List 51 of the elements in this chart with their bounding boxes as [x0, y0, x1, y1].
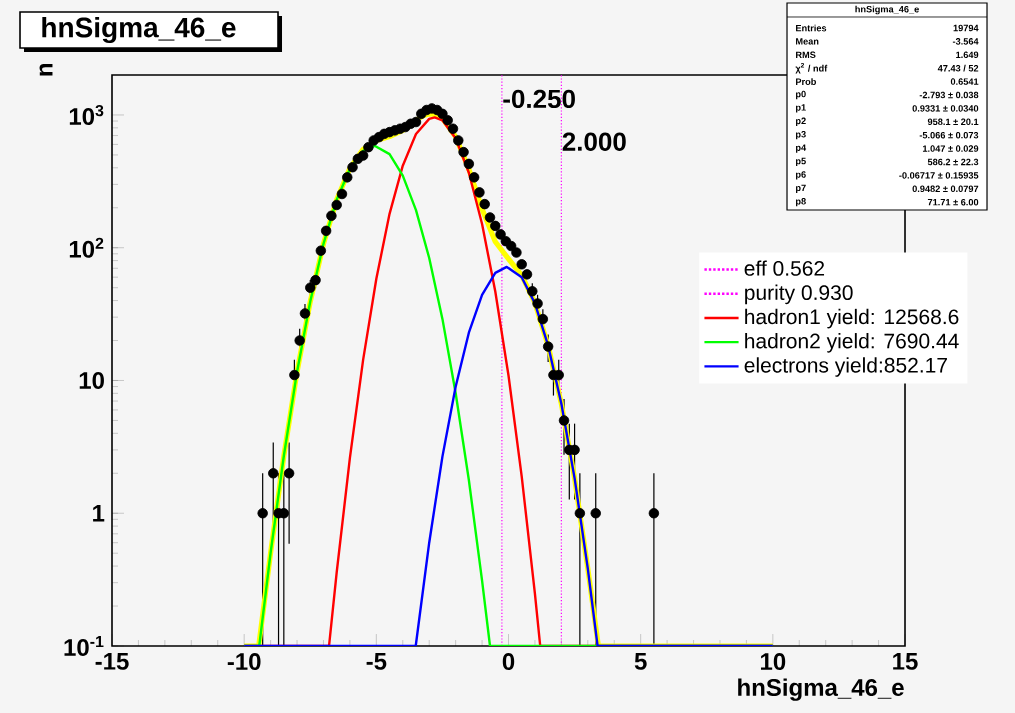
x-tick-label: 5	[634, 653, 647, 670]
chart-title: hnSigma_46_e	[42, 16, 236, 44]
x-tick-label: 10	[761, 653, 786, 671]
annotation: p2	[796, 117, 806, 126]
y-tick-label: 10$^{-1}$	[64, 636, 104, 656]
y-tick-label: 10	[79, 372, 104, 389]
legend-label: hadron1 yield: 12568.6	[745, 308, 959, 329]
x-tick-label: 0	[502, 653, 515, 671]
text: χ$^{2}$ / ndf	[795, 62, 828, 74]
text: Mean	[796, 38, 819, 45]
annotation: p3	[796, 131, 806, 140]
text: -3.564	[952, 38, 979, 45]
text: 47.43 / 52	[937, 64, 979, 72]
annotation: p6	[796, 171, 806, 180]
text: 1.649	[956, 51, 979, 59]
text: hnSigma_46_e	[855, 5, 919, 15]
annotation: eff 0.562	[744, 260, 825, 276]
text: 1.047 ± 0.029	[922, 145, 979, 152]
text: -2.793 ± 0.038	[919, 91, 979, 99]
x-tick-label: -5	[366, 653, 387, 670]
legend-label: electrons yield:852.17	[744, 357, 947, 377]
text: 0.9331 ± 0.0340	[912, 105, 979, 112]
y-tick-label: 1	[93, 505, 105, 522]
annotation: Prob	[796, 78, 816, 85]
text: 0.9482 ± 0.0797	[912, 185, 979, 193]
text: 958.1 ± 20.1	[927, 118, 979, 126]
text: 71.71 ± 6.00	[927, 198, 979, 206]
annotation: p4	[796, 144, 807, 153]
y-tick-label: 10$^{3}$	[69, 104, 104, 126]
text: 586.2 ± 22.3	[927, 158, 979, 166]
x-tick-label: -10	[227, 653, 261, 671]
ref-line-label: 2.000	[562, 132, 626, 151]
ref-line-label: -0.250	[503, 89, 575, 109]
annotation: p8	[796, 198, 806, 207]
text: 0.6541	[950, 78, 979, 85]
x-tick-label: -15	[95, 653, 129, 670]
y-tick-label: 10$^{2}$	[69, 237, 104, 258]
x-tick-label: 15	[893, 653, 918, 670]
x-axis-title: hnSigma_46_e	[738, 678, 904, 701]
y-axis-title: n	[39, 63, 53, 76]
annotation: p7	[796, 184, 806, 193]
annotation: purity 0.930	[745, 284, 853, 305]
annotation: p5	[796, 157, 806, 167]
annotation: p1	[796, 104, 806, 113]
annotation: -0.06717 ± 0.15935	[899, 172, 979, 179]
text: RMS	[796, 51, 816, 59]
annotation: p0	[796, 90, 806, 100]
legend-label: hadron2 yield: 7690.44	[745, 333, 959, 353]
text: -5.066 ± 0.073	[919, 131, 979, 139]
text: 19794	[953, 24, 979, 32]
text: Entries	[796, 24, 827, 32]
